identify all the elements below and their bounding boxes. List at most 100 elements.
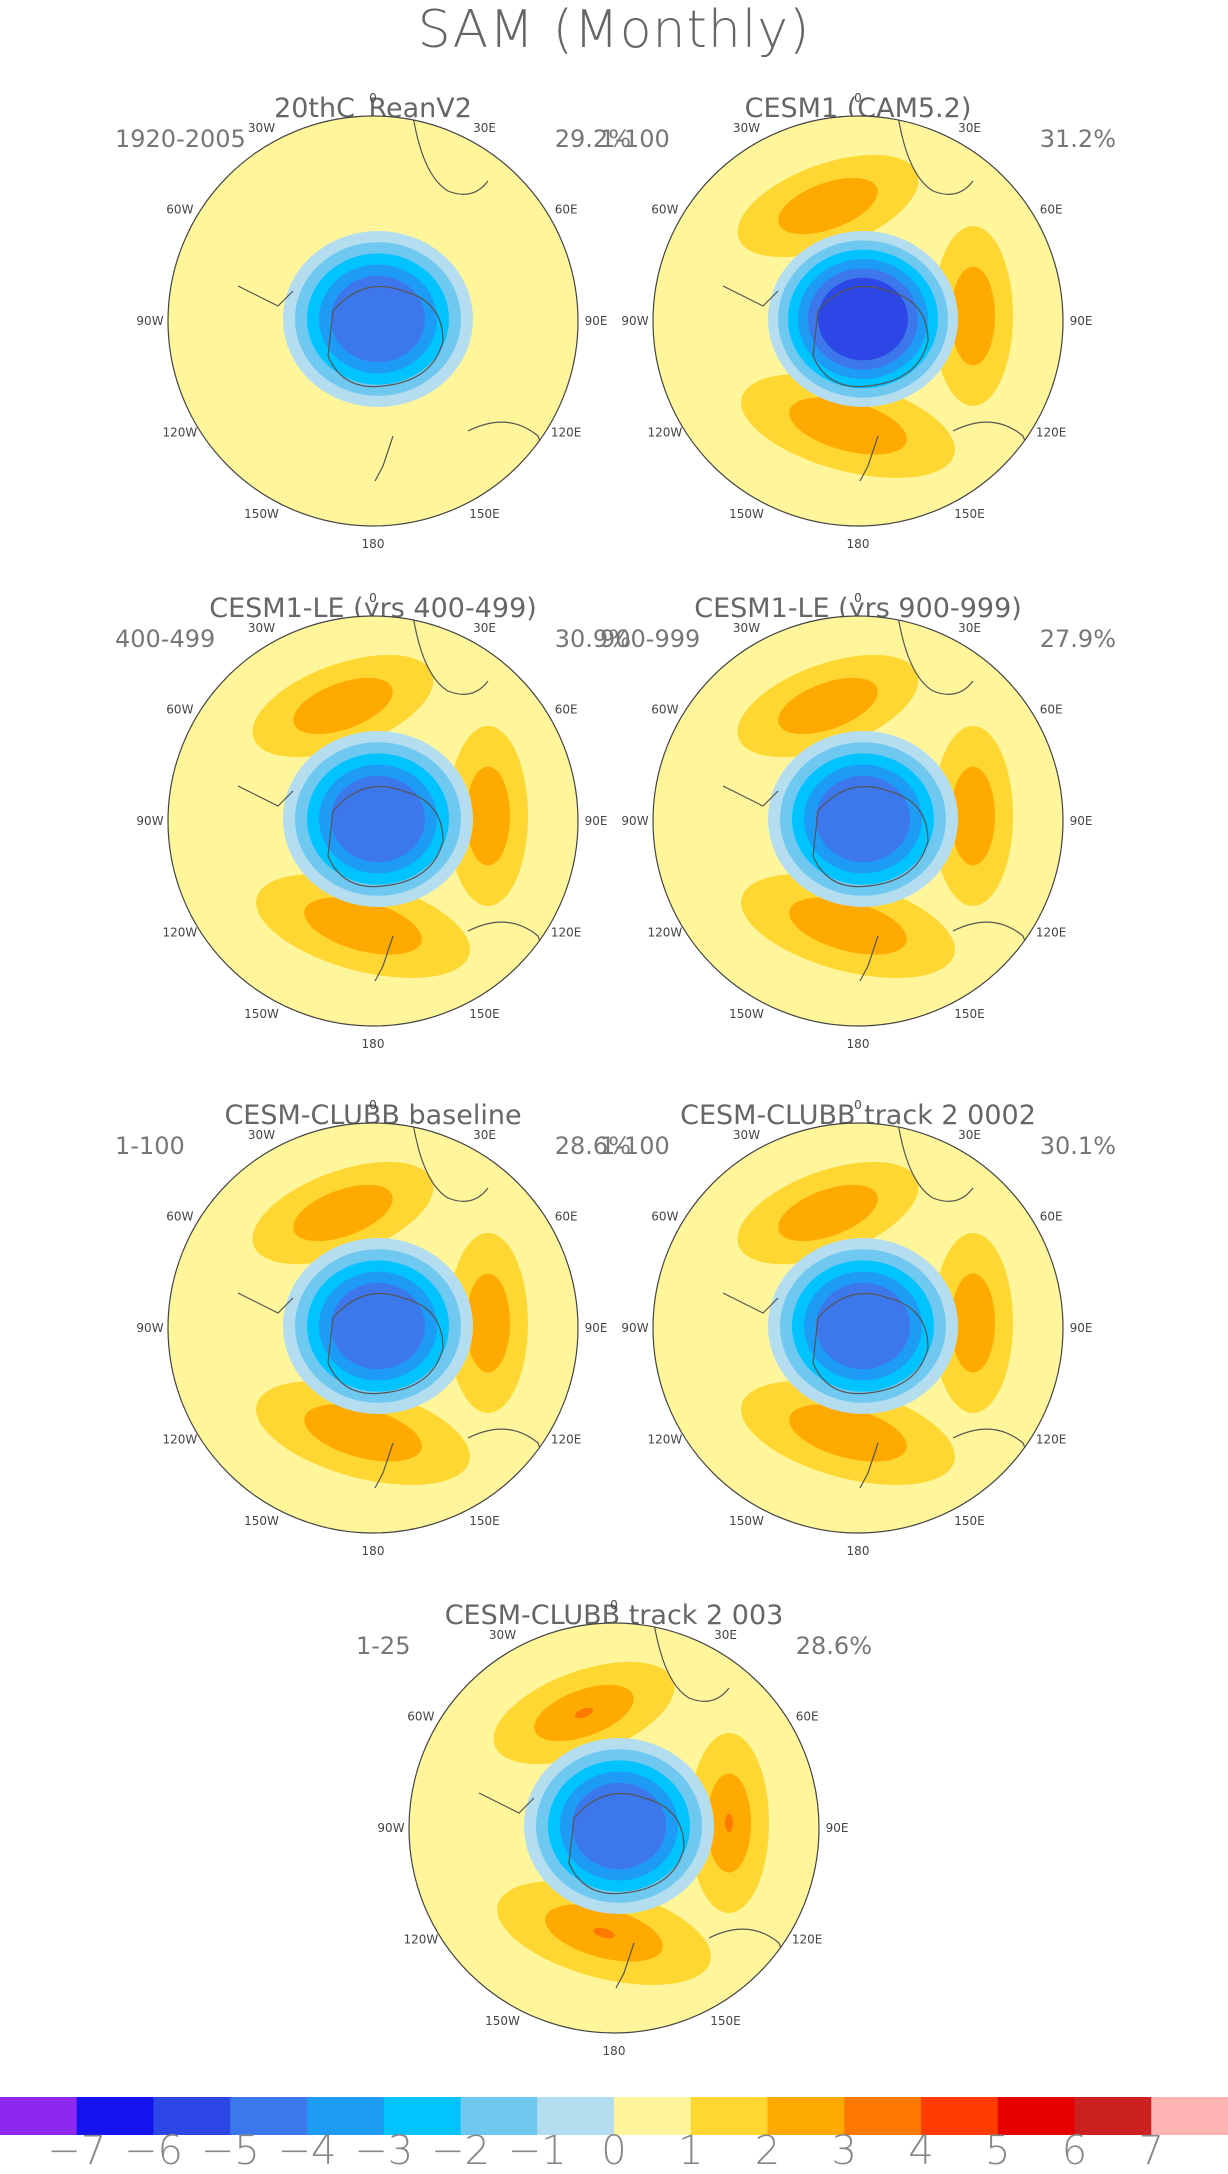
- map-field: [168, 116, 578, 526]
- map-field: [168, 616, 578, 1026]
- new-zealand-coastline: [859, 1442, 879, 1489]
- longitude-label: 30E: [473, 121, 496, 135]
- negative-anomaly-contour: [818, 277, 908, 361]
- longitude-label: 90E: [826, 1821, 849, 1835]
- colorbar-tick-label: −1: [507, 2128, 567, 2174]
- map-panel-2: CESM1 (CAM5.2) 1-100 31.2% 0 30E 60E 90E 120…: [578, 93, 1138, 563]
- longitude-label: 120W: [162, 426, 197, 440]
- longitude-label: 0: [369, 1100, 377, 1112]
- panel-years: 1-100: [115, 1132, 185, 1160]
- longitude-label: 90E: [1070, 314, 1093, 328]
- negative-anomaly-contour: [331, 275, 425, 363]
- longitude-label: 90W: [621, 814, 648, 828]
- longitude-label: 30W: [733, 121, 760, 135]
- positive-anomaly-lobe: [725, 1814, 733, 1832]
- longitude-label: 120W: [647, 1433, 682, 1447]
- map-boundary: [167, 1122, 579, 1534]
- longitude-label: 120E: [1036, 926, 1067, 940]
- colorbar-swatch: [153, 2097, 231, 2135]
- map-panel-4: CESM1-LE (yrs 900-999) 900-999 27.9% 0 30…: [578, 593, 1138, 1063]
- map-boundary: [408, 1622, 820, 2034]
- positive-anomaly-lobe: [293, 1184, 393, 1242]
- longitude-label: 30E: [958, 621, 981, 635]
- longitude-label: 30W: [489, 1628, 516, 1642]
- positive-anomaly-lobe: [951, 766, 995, 866]
- colorbar-swatch: [1151, 2097, 1228, 2135]
- longitude-label: 120E: [792, 1933, 823, 1947]
- coastline: [722, 285, 929, 388]
- negative-anomaly-contour: [816, 775, 910, 863]
- colorbar-labels: −7 −6 −5 −4 −3 −2 −1 0 1 2 3 4 5 6 7: [0, 2128, 1228, 2174]
- positive-anomaly-lobe: [778, 1184, 878, 1242]
- colorbar-tick-label: −5: [200, 2128, 260, 2174]
- colorbar-swatch: [230, 2097, 308, 2135]
- panel-variance-percent: 29.2%: [554, 125, 631, 153]
- new-zealand-coastline: [859, 435, 879, 482]
- polar-map: 0 30E 60E 90E 120E 150E 180 150W 120W 90W 60W 30W: [621, 93, 1093, 551]
- longitude-label: 30W: [248, 1128, 275, 1142]
- colorbar-swatch: [997, 2097, 1075, 2135]
- longitude-label: 60E: [1040, 1210, 1063, 1224]
- colorbar-tick-label: 5: [985, 2128, 1011, 2174]
- map-boundary: [652, 615, 1064, 1027]
- africa-coastline: [412, 616, 489, 695]
- longitude-label: 150E: [469, 1007, 500, 1021]
- colorbar-swatch: [0, 2097, 78, 2135]
- panel-years: 1920-2005: [115, 125, 246, 153]
- longitude-label: 150E: [954, 1514, 985, 1528]
- longitude-label: 30E: [958, 1128, 981, 1142]
- longitude-label: 180: [362, 537, 385, 551]
- positive-anomaly-lobe: [466, 1273, 510, 1373]
- longitude-label: 0: [369, 593, 377, 605]
- polar-map: 0 30E 60E 90E 120E 150E 180 150W 120W 90W 60W 30W: [136, 93, 607, 551]
- longitude-label: 30E: [473, 1128, 496, 1142]
- longitude-label: 120W: [403, 1933, 438, 1947]
- longitude-label: 60E: [555, 1210, 578, 1224]
- colorbar: [0, 2097, 1228, 2135]
- longitude-label: 120W: [162, 1433, 197, 1447]
- longitude-label: 180: [362, 1544, 385, 1558]
- map-field: [653, 116, 1063, 526]
- new-zealand-coastline: [859, 935, 879, 982]
- panel-variance-percent: 28.6%: [554, 1132, 631, 1160]
- panel-variance-percent: 31.2%: [1039, 125, 1116, 153]
- longitude-label: 30W: [733, 1128, 760, 1142]
- longitude-label: 0: [610, 1600, 618, 1612]
- longitude-label: 60E: [555, 703, 578, 717]
- longitude-label: 150E: [710, 2014, 741, 2028]
- longitude-label: 150W: [729, 1007, 764, 1021]
- positive-anomaly-lobe: [778, 177, 878, 235]
- map-field: [409, 1623, 819, 2033]
- coastline: [722, 785, 929, 888]
- polar-map: 0 30E 60E 90E 120E 150E 180 150W 120W 90W 60W 30W: [377, 1600, 849, 2058]
- longitude-label: 30W: [248, 121, 275, 135]
- colorbar-tick-label: 1: [678, 2128, 704, 2174]
- colorbar-tick-label: −2: [431, 2128, 490, 2174]
- longitude-label: 150W: [244, 507, 279, 521]
- longitude-label: 150E: [469, 507, 500, 521]
- positive-anomaly-lobe: [304, 897, 422, 955]
- map-panel-1: 20thC_ReanV2 1920-2005 29.2% 0 30E 60E 90E 1…: [93, 93, 653, 563]
- map-panel-5: CESM-CLUBB baseline 1-100 28.6% 0 30E 60E 9…: [93, 1100, 653, 1570]
- longitude-label: 180: [847, 1037, 870, 1051]
- longitude-label: 120E: [551, 926, 582, 940]
- panel-years: 1-25: [356, 1632, 411, 1660]
- polar-map: 0 30E 60E 90E 120E 150E 180 150W 120W 90W 60W 30W: [621, 593, 1093, 1051]
- new-zealand-coastline: [374, 935, 394, 982]
- colorbar-swatch: [614, 2097, 692, 2135]
- positive-anomaly-lobe: [593, 1927, 615, 1939]
- coastline: [237, 285, 444, 388]
- new-zealand-coastline: [374, 435, 394, 482]
- longitude-label: 90E: [1070, 814, 1093, 828]
- africa-coastline: [412, 116, 489, 195]
- positive-anomaly-lobe: [574, 1707, 594, 1719]
- map-boundary: [167, 615, 579, 1027]
- panel-variance-percent: 28.6%: [795, 1632, 872, 1660]
- colorbar-swatch: [690, 2097, 768, 2135]
- longitude-label: 120W: [162, 926, 197, 940]
- positive-anomaly-lobe: [789, 397, 907, 455]
- longitude-label: 30E: [958, 121, 981, 135]
- longitude-label: 30W: [733, 621, 760, 635]
- longitude-label: 30W: [248, 621, 275, 635]
- longitude-label: 60W: [407, 1710, 434, 1724]
